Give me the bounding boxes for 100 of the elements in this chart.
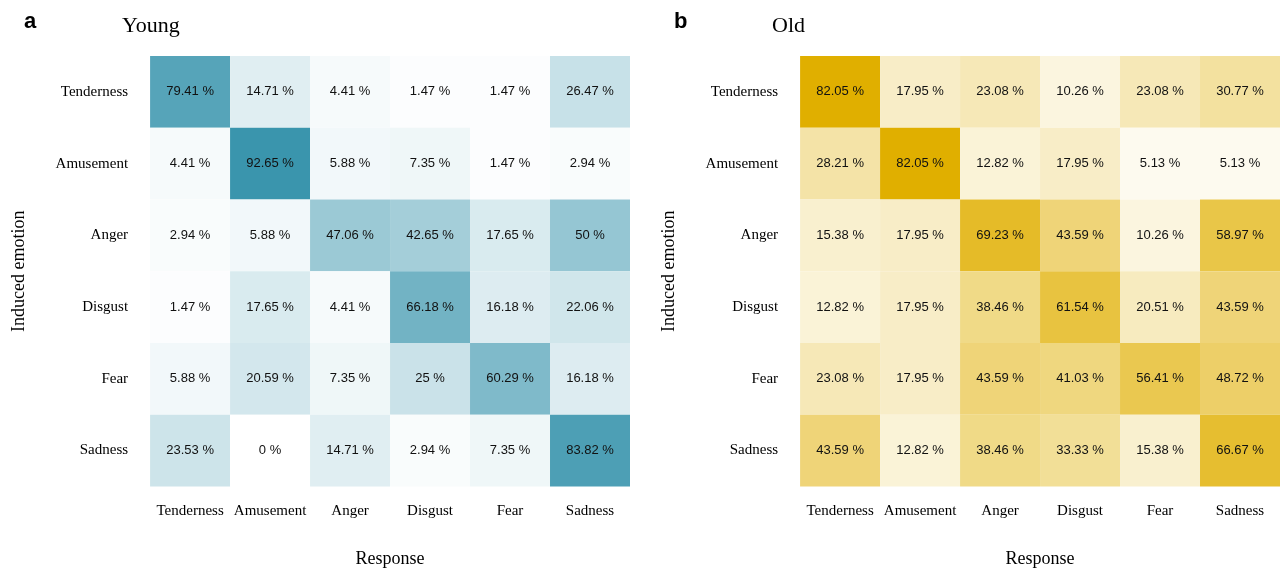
- data-label: 14.71 %: [326, 442, 375, 458]
- text: a: [24, 8, 37, 34]
- data-label: 5.88 %: [329, 155, 371, 171]
- data-label: 5.88 %: [169, 370, 211, 386]
- data-label: 1.47 %: [169, 298, 211, 314]
- x-tick-label: Tenderness: [806, 502, 874, 519]
- data-label: 1.47 %: [489, 155, 531, 171]
- data-label: 58.97 %: [1216, 226, 1265, 242]
- y-tick-label: Sadness: [729, 441, 779, 458]
- data-label: 69.23 %: [976, 226, 1025, 242]
- y-tick-label: Anger: [740, 226, 779, 243]
- data-label: 56.41 %: [1136, 370, 1185, 386]
- data-label: 1.47 %: [409, 83, 451, 99]
- data-label: 82.05 %: [896, 155, 945, 171]
- data-label: 33.33 %: [1056, 442, 1105, 458]
- data-label: 4.41 %: [329, 83, 371, 99]
- data-label: 2.94 %: [569, 155, 611, 171]
- data-label: 79.41 %: [166, 83, 215, 99]
- data-label: 28.21 %: [816, 155, 865, 171]
- data-label: 7.35 %: [329, 370, 371, 386]
- data-label: 83.82 %: [566, 442, 615, 458]
- data-label: 26.47 %: [566, 83, 615, 99]
- y-tick-label: Disgust: [82, 298, 129, 314]
- data-label: 17.65 %: [486, 226, 535, 242]
- y-axis-title: Induced emotion: [657, 210, 678, 332]
- data-label: 17.95 %: [896, 298, 945, 314]
- data-label: 0 %: [258, 442, 282, 458]
- data-label: 5.13 %: [1219, 155, 1261, 171]
- data-label: 66.18 %: [406, 298, 455, 314]
- data-label: 23.08 %: [976, 83, 1025, 99]
- data-label: 30.77 %: [1216, 83, 1265, 99]
- data-label: 20.51 %: [1136, 298, 1185, 314]
- data-label: 15.38 %: [816, 226, 865, 242]
- y-tick-label: Disgust: [732, 298, 779, 314]
- data-label: 41.03 %: [1056, 370, 1105, 386]
- y-tick-label: Fear: [751, 369, 779, 386]
- data-label: 16.18 %: [566, 370, 615, 386]
- x-tick-label: Fear: [496, 502, 524, 519]
- y-tick-label: Amusement: [55, 154, 129, 171]
- data-label: 66.67 %: [1216, 442, 1265, 458]
- data-label: 5.88 %: [249, 226, 291, 242]
- data-label: 43.59 %: [976, 370, 1025, 386]
- data-label: 23.53 %: [166, 442, 215, 458]
- x-tick-label: Fear: [1146, 502, 1174, 519]
- data-label: 22.06 %: [566, 298, 615, 314]
- data-label: 12.82 %: [896, 442, 945, 458]
- data-label: 43.59 %: [816, 442, 865, 458]
- data-label: 7.35 %: [409, 155, 451, 171]
- data-label: 38.46 %: [976, 442, 1025, 458]
- data-label: 92.65 %: [246, 155, 295, 171]
- data-label: 10.26 %: [1056, 83, 1105, 99]
- data-label: 43.59 %: [1056, 226, 1105, 242]
- data-label: 2.94 %: [169, 226, 211, 242]
- y-tick-label: Fear: [101, 369, 129, 386]
- data-label: 4.41 %: [329, 298, 371, 314]
- data-label: 14.71 %: [246, 83, 295, 99]
- data-label: 23.08 %: [816, 370, 865, 386]
- x-axis-title: Response: [355, 547, 425, 568]
- data-label: 38.46 %: [976, 298, 1025, 314]
- text: b: [674, 8, 688, 34]
- data-label: 47.06 %: [326, 226, 375, 242]
- data-label: 48.72 %: [1216, 370, 1265, 386]
- x-tick-label: Tenderness: [156, 502, 224, 519]
- chart-title: Young: [122, 11, 180, 37]
- data-label: 61.54 %: [1056, 298, 1105, 314]
- data-label: 4.41 %: [169, 155, 211, 171]
- data-label: 1.47 %: [489, 83, 531, 99]
- data-label: 43.59 %: [1216, 298, 1265, 314]
- x-tick-label: Amusement: [883, 502, 958, 519]
- data-label: 10.26 %: [1136, 226, 1185, 242]
- data-label: 17.95 %: [896, 83, 945, 99]
- x-tick-label: Disgust: [1057, 502, 1104, 519]
- chart-title: Old: [772, 11, 805, 37]
- y-tick-label: Tenderness: [60, 82, 129, 99]
- x-tick-label: Sadness: [565, 502, 615, 519]
- data-label: 17.95 %: [896, 370, 945, 386]
- x-axis-title: Response: [1005, 547, 1075, 568]
- data-label: 17.95 %: [896, 226, 945, 242]
- x-tick-label: Anger: [331, 502, 369, 519]
- data-label: 82.05 %: [816, 83, 865, 99]
- x-tick-label: Disgust: [407, 502, 454, 519]
- data-label: 12.82 %: [816, 298, 865, 314]
- y-tick-label: Amusement: [705, 154, 779, 171]
- data-label: 42.65 %: [406, 226, 455, 242]
- data-label: 16.18 %: [486, 298, 535, 314]
- data-label: 5.13 %: [1139, 155, 1181, 171]
- data-label: 20.59 %: [246, 370, 295, 386]
- data-label: 12.82 %: [976, 155, 1025, 171]
- data-label: 17.95 %: [1056, 155, 1105, 171]
- data-label: 23.08 %: [1136, 83, 1185, 99]
- data-label: 50 %: [575, 226, 606, 242]
- data-label: 7.35 %: [489, 442, 531, 458]
- y-tick-label: Anger: [90, 226, 129, 243]
- data-label: 25 %: [415, 370, 446, 386]
- data-label: 60.29 %: [486, 370, 535, 386]
- x-tick-label: Amusement: [233, 502, 308, 519]
- data-label: 2.94 %: [409, 442, 451, 458]
- x-tick-label: Anger: [981, 502, 1019, 519]
- data-label: 17.65 %: [246, 298, 295, 314]
- data-label: 15.38 %: [1136, 442, 1185, 458]
